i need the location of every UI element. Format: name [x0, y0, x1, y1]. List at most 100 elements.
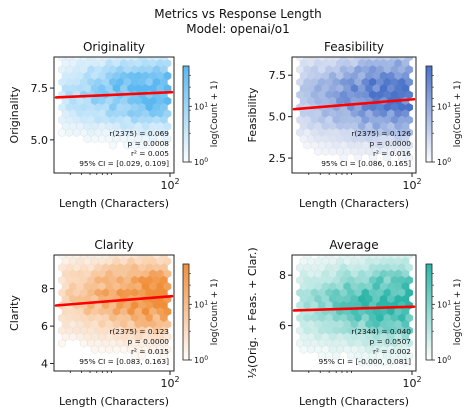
colorbar-tick-label: 101 — [194, 101, 208, 111]
y-tick-label: 2.5 — [269, 152, 287, 165]
stat-annotation: r(2375) = 0.126 — [351, 129, 411, 138]
colorbar — [425, 65, 433, 163]
hexbin-cell — [90, 134, 99, 144]
hexbin-cell — [105, 345, 114, 354]
colorbar-tick-label: 101 — [194, 299, 208, 309]
y-axis-label: Clarity — [8, 295, 21, 331]
y-axis-label: Feasibility — [246, 87, 259, 142]
regression-line — [292, 305, 416, 312]
colorbar-tick-label: 101 — [437, 101, 451, 111]
panel-originality: Originality 5.0 7.5 102 Length (Characters) O… — [8, 40, 220, 210]
hexbin-cell — [58, 128, 66, 138]
colorbar-tick-label: 101 — [437, 299, 451, 309]
panel-title: Average — [329, 238, 378, 252]
x-tick-label: 102 — [402, 375, 421, 390]
hexbin-cell — [145, 140, 154, 150]
x-tick-label: 102 — [160, 177, 179, 192]
hexbin-cell — [98, 345, 106, 354]
figure-title: Metrics vs Response Length — [154, 7, 322, 21]
x-axis-label: Length (Characters) — [59, 395, 169, 408]
stat-annotation: p = 0.0000 — [370, 139, 412, 148]
hexbin-cell — [79, 338, 88, 348]
colorbar-label: log(Count + 1) — [453, 81, 463, 147]
x-tick-label: 102 — [402, 177, 421, 192]
stat-annotation: r(2375) = 0.069 — [109, 129, 169, 138]
axes-frame — [53, 56, 175, 174]
hexbin-cell — [387, 357, 395, 367]
colorbar — [425, 263, 433, 361]
colorbar — [182, 65, 190, 163]
hexbin-cell — [138, 351, 146, 361]
colorbar-tick-label: 100 — [437, 157, 451, 167]
regression-line — [292, 97, 416, 111]
y-tick-label: 5.0 — [31, 134, 49, 147]
stat-annotation: r(2375) = 0.123 — [109, 327, 169, 336]
hexbin-cell — [119, 345, 128, 354]
hexbin-cells — [58, 57, 172, 150]
axes-frame — [291, 56, 417, 174]
panel-title: Feasibility — [324, 40, 384, 54]
stat-annotation: r² = 0.002 — [373, 347, 411, 356]
hexbin-cell — [58, 338, 66, 348]
hexbin-cell — [112, 345, 121, 354]
axes-frame — [53, 254, 175, 372]
hexbin-cell — [354, 153, 362, 163]
hexbin-cell — [321, 147, 330, 156]
y-tick-label: 5.0 — [269, 111, 287, 124]
stat-annotation: 95% CI = [0.029, 0.109] — [79, 159, 169, 168]
x-tick-label: 102 — [160, 375, 179, 390]
colorbar-tick-label: 100 — [194, 157, 208, 167]
colorbar-label: log(Count + 1) — [453, 279, 463, 345]
stat-annotation: r(2344) = 0.040 — [351, 327, 411, 336]
x-axis-label: Length (Characters) — [59, 197, 169, 210]
colorbar-label: log(Count + 1) — [210, 279, 220, 345]
axes-frame — [291, 254, 417, 372]
colorbar-tick-label: 100 — [437, 355, 451, 365]
panel-title: Originality — [83, 40, 145, 54]
stat-annotation: 95% CI = [-0.000, 0.081] — [319, 357, 412, 366]
x-axis-label: Length (Characters) — [299, 197, 409, 210]
stat-annotation: r² = 0.015 — [131, 347, 169, 356]
x-axis-label: Length (Characters) — [299, 395, 409, 408]
hexbin-cells — [296, 57, 413, 163]
stat-annotation: r² = 0.016 — [373, 149, 411, 158]
hexbin-cell — [109, 140, 117, 150]
hexbin-cell — [69, 332, 77, 342]
y-tick-label: 8 — [279, 269, 286, 282]
regression-line — [54, 294, 174, 307]
y-tick-label: 6 — [279, 320, 286, 333]
hexbin-cell — [159, 351, 168, 361]
stat-annotation: 95% CI = [0.083, 0.163] — [79, 357, 169, 366]
hexbin-cell — [72, 128, 81, 138]
y-tick-label: 8 — [41, 283, 48, 296]
y-axis-label: ⅓(Orig. + Feas. + Clar.) — [246, 247, 259, 378]
figure-subtitle: Model: openai/o1 — [186, 22, 290, 36]
hexbin-cell — [65, 128, 74, 138]
stat-annotation: p = 0.0008 — [128, 139, 170, 148]
colorbar — [182, 263, 190, 361]
hexbin-cell — [303, 140, 312, 150]
colorbar-tick-label: 100 — [194, 355, 208, 365]
y-axis-label: Originality — [8, 86, 21, 143]
y-tick-label: 4 — [41, 358, 48, 371]
hexbin-cell — [405, 153, 413, 163]
hexbin-cell — [332, 351, 341, 361]
y-tick-label: 6 — [41, 320, 48, 333]
hexbin-cell — [299, 345, 308, 354]
stat-annotation: p = 0.0000 — [128, 337, 170, 346]
hexbin-cell — [307, 345, 315, 354]
panel-average: Average 6 8 102 Length (Characters) ⅓(Orig. +… — [246, 238, 463, 408]
hexbin-cell — [383, 153, 392, 163]
panel-title: Clarity — [94, 238, 133, 252]
hexbin-cell — [401, 357, 410, 367]
y-tick-label: 7.5 — [269, 69, 287, 82]
y-tick-label: 7.5 — [31, 82, 49, 95]
colorbar-label: log(Count + 1) — [210, 81, 220, 147]
hexbin-cell — [90, 345, 99, 354]
hexbin-cell — [339, 153, 348, 163]
hexbin-cell — [98, 134, 106, 144]
stat-annotation: p = 0.0507 — [370, 337, 412, 346]
hexbin-cell — [314, 147, 322, 156]
stat-annotation: r² = 0.005 — [131, 149, 169, 158]
